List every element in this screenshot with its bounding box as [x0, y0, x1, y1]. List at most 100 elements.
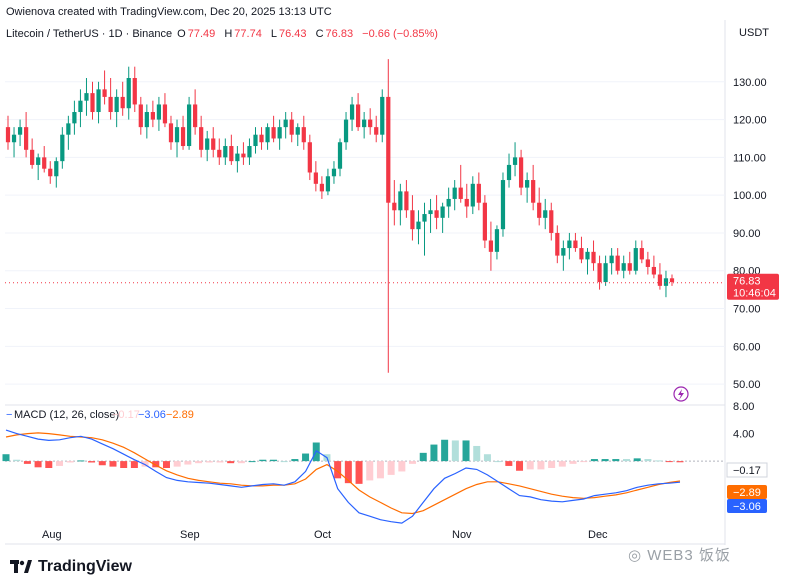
bar-countdown: 10:46:04 — [733, 288, 776, 300]
macd-histogram-bar — [34, 461, 42, 468]
macd-histogram-bar — [227, 461, 235, 464]
candle-body — [573, 240, 578, 249]
candle-body — [615, 255, 620, 271]
candle-body — [488, 240, 494, 252]
candle-body — [150, 112, 155, 120]
candle-body — [5, 127, 11, 143]
macd-histogram-bar — [334, 461, 342, 479]
low-label: L — [270, 28, 277, 40]
candle-body — [265, 127, 270, 143]
candle-body — [392, 202, 397, 211]
candle-body — [525, 180, 530, 188]
candle-body — [114, 96, 119, 113]
macd-histogram-bar — [387, 461, 395, 475]
macd-histogram-bar — [141, 461, 149, 467]
candle-body — [289, 119, 294, 135]
candle-body — [144, 112, 149, 128]
macd-hist-badge — [727, 463, 767, 477]
candle-body — [633, 248, 638, 271]
macd-histogram-bar — [376, 461, 384, 479]
candle-body — [211, 138, 216, 150]
candle-body — [17, 127, 23, 135]
candle-body — [639, 248, 644, 260]
price-tick-label: 90.00 — [733, 228, 761, 240]
low-value: 76.43 — [279, 28, 307, 40]
macd-histogram-bar — [291, 459, 299, 462]
candle-body — [398, 191, 403, 211]
macd-histogram-bar — [409, 461, 417, 464]
candle-body — [313, 172, 318, 184]
candle-body — [168, 123, 174, 143]
macd-histogram-bar — [441, 439, 449, 462]
macd-histogram-bar — [451, 440, 459, 462]
macd-histogram-bar — [612, 459, 620, 462]
candle-body — [301, 127, 306, 143]
candle-body — [549, 210, 554, 233]
last-price-badge — [727, 273, 779, 300]
macd-histogram-bar — [280, 461, 288, 463]
candle-body — [494, 229, 500, 252]
macd-histogram-bar — [494, 461, 502, 463]
candle-body — [500, 180, 506, 230]
currency-label[interactable]: USDT — [739, 27, 769, 39]
candle-body — [416, 221, 421, 230]
tradingview-logo[interactable]: TradingView — [10, 558, 132, 576]
candle-body — [368, 119, 373, 128]
macd-histogram-bar — [269, 459, 277, 462]
close-label: C — [315, 28, 324, 40]
last-price-value: 76.83 — [733, 276, 761, 288]
candle-body — [627, 263, 632, 271]
macd-histogram-bar — [366, 461, 374, 481]
lightning-icon — [673, 386, 689, 402]
macd-histogram-bar — [665, 461, 673, 463]
tradingview-logo-icon — [10, 560, 32, 573]
candle-body — [482, 202, 487, 241]
candle-body — [193, 104, 198, 128]
candle-body — [42, 157, 47, 169]
macd-histogram-bar — [398, 461, 406, 472]
candle-body — [247, 146, 252, 158]
candle-body — [174, 127, 180, 143]
price-tick-label: 130.00 — [733, 77, 767, 89]
candle-body — [446, 198, 451, 207]
candle-body — [229, 146, 234, 162]
macd-histogram-bar — [537, 461, 545, 470]
macd-histogram-bar — [77, 460, 85, 462]
candle-body — [555, 232, 560, 256]
candle-body — [23, 127, 29, 150]
macd-macd-value: −3.06 — [733, 501, 761, 513]
candle-body — [669, 278, 675, 283]
candle-body — [241, 153, 246, 158]
macd-histogram-bar — [237, 461, 245, 464]
symbol-legend: Litecoin / TetherUS · 1D · Binance O 77.4… — [6, 28, 444, 40]
symbol-title[interactable]: Litecoin / TetherUS · 1D · Binance — [6, 28, 173, 40]
macd-legend-title: MACD (12, 26, close) — [14, 409, 119, 421]
macd-histogram-bar — [505, 461, 513, 466]
macd-tick-label: 8.00 — [733, 401, 754, 413]
macd-tick-label: 4.00 — [733, 429, 754, 441]
macd-histogram-bar — [516, 461, 524, 471]
macd-histogram-bar — [98, 461, 106, 466]
macd-histogram-bar — [355, 461, 363, 484]
macd-legend-hist: −0.17 — [112, 409, 140, 421]
candle-body — [205, 138, 210, 150]
macd-macd-badge — [727, 499, 767, 513]
candle-body — [609, 255, 614, 264]
candle-body — [452, 187, 457, 199]
candle-body — [277, 127, 282, 139]
lightning-bolt — [678, 389, 684, 400]
candle-body — [663, 278, 669, 286]
candle-body — [307, 142, 312, 173]
candle-body — [72, 112, 77, 124]
watermark-text: WEB3 饭饭 — [647, 547, 731, 564]
candle-body — [343, 119, 349, 143]
macd-histogram-bar — [633, 458, 641, 462]
candle-body — [597, 263, 602, 283]
macd-histogram-bar — [548, 461, 556, 468]
open-value: 77.49 — [187, 28, 216, 40]
macd-histogram-bar — [45, 461, 53, 468]
price-tick-label: 120.00 — [733, 115, 767, 127]
candle-body — [132, 78, 137, 105]
candle-body — [90, 93, 95, 113]
